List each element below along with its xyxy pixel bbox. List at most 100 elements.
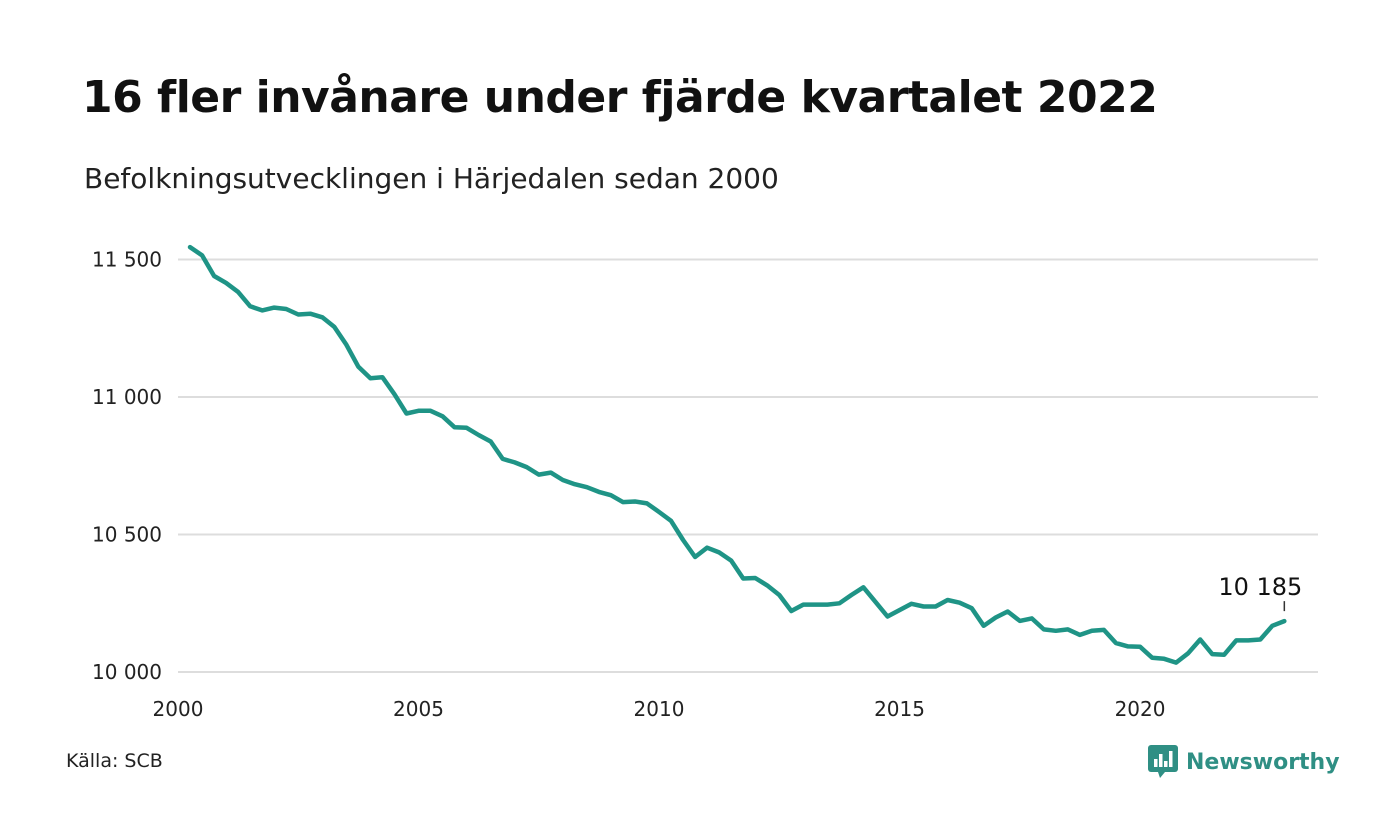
data-point xyxy=(452,425,456,429)
data-point xyxy=(476,433,480,437)
data-point xyxy=(1030,616,1034,620)
data-point xyxy=(404,411,408,415)
y-tick-label: 10 500 xyxy=(92,523,162,547)
data-point xyxy=(1126,644,1130,648)
x-tick-label: 2020 xyxy=(1115,697,1166,721)
data-point xyxy=(1078,633,1082,637)
data-point xyxy=(693,555,697,559)
data-point xyxy=(1018,619,1022,623)
data-point xyxy=(537,472,541,476)
data-point xyxy=(272,305,276,309)
data-point xyxy=(933,604,937,608)
data-point xyxy=(705,546,709,550)
data-point xyxy=(344,343,348,347)
end-value-label: 10 185 xyxy=(1218,573,1302,601)
brand-logo: Newsworthy xyxy=(1148,744,1340,780)
data-point xyxy=(1174,660,1178,664)
data-point xyxy=(573,482,577,486)
data-point xyxy=(861,585,865,589)
line-chart: 10 000 10 500 11 000 11 500 2000 2005 2010 201… xyxy=(92,244,1318,721)
data-point xyxy=(717,550,721,554)
data-point xyxy=(440,414,444,418)
data-point xyxy=(320,315,324,319)
data-point xyxy=(416,409,420,413)
data-point xyxy=(561,478,565,482)
y-tick-label: 10 000 xyxy=(92,660,162,684)
data-point xyxy=(681,538,685,542)
data-point xyxy=(813,602,817,606)
data-point xyxy=(368,376,372,380)
data-point xyxy=(1270,624,1274,628)
data-point xyxy=(909,602,913,606)
data-point xyxy=(1006,609,1010,613)
data-point xyxy=(873,600,877,604)
x-tick-label: 2015 xyxy=(874,697,925,721)
data-point xyxy=(897,608,901,612)
data-point xyxy=(1234,638,1238,642)
chart-subtitle: Befolkningsutvecklingen i Härjedalen sed… xyxy=(84,162,779,195)
data-point xyxy=(212,274,216,278)
data-point xyxy=(1186,651,1190,655)
data-point xyxy=(1090,629,1094,633)
data-point xyxy=(669,519,673,523)
brand-name: Newsworthy xyxy=(1186,749,1340,775)
data-point xyxy=(392,392,396,396)
data-point xyxy=(801,602,805,606)
data-point xyxy=(1102,628,1106,632)
data-point xyxy=(1162,657,1166,661)
data-point xyxy=(1066,627,1070,631)
data-point xyxy=(549,470,553,474)
data-point xyxy=(1210,652,1214,656)
x-axis: 2000 2005 2010 2015 2020 xyxy=(153,697,1166,721)
data-point xyxy=(464,426,468,430)
data-point xyxy=(428,409,432,413)
source-note: Källa: SCB xyxy=(66,750,163,772)
data-point xyxy=(1258,637,1262,641)
data-point xyxy=(248,304,252,308)
data-point xyxy=(609,493,613,497)
data-point xyxy=(1246,638,1250,642)
data-point xyxy=(1198,637,1202,641)
data-point xyxy=(921,604,925,608)
data-point xyxy=(885,614,889,618)
data-point xyxy=(597,490,601,494)
data-point xyxy=(837,601,841,605)
data-point xyxy=(332,325,336,329)
data-point xyxy=(645,501,649,505)
data-point xyxy=(236,290,240,294)
data-point xyxy=(525,465,529,469)
grid-layer xyxy=(178,258,1318,673)
annotation-layer: 10 185 xyxy=(1218,573,1302,612)
data-point xyxy=(994,615,998,619)
data-point xyxy=(789,609,793,613)
data-point xyxy=(969,606,973,610)
data-point xyxy=(741,576,745,580)
data-point xyxy=(1138,645,1142,649)
data-point xyxy=(500,457,504,461)
chart-title: 16 fler invånare under fjärde kvartalet … xyxy=(82,72,1158,123)
data-point xyxy=(621,500,625,504)
series-line xyxy=(187,244,1287,665)
data-point xyxy=(356,365,360,369)
newsworthy-logo-icon xyxy=(1148,745,1178,779)
data-point xyxy=(260,308,264,312)
data-point xyxy=(224,281,228,285)
series-layer xyxy=(187,244,1287,665)
data-point xyxy=(488,439,492,443)
data-point xyxy=(1042,627,1046,631)
data-point xyxy=(188,245,192,249)
x-tick-label: 2010 xyxy=(634,697,685,721)
data-point xyxy=(585,485,589,489)
y-axis: 10 000 10 500 11 000 11 500 xyxy=(92,248,162,685)
data-point xyxy=(633,499,637,503)
data-point xyxy=(513,460,517,464)
data-point xyxy=(753,576,757,580)
x-tick-label: 2000 xyxy=(153,697,204,721)
data-point xyxy=(765,583,769,587)
data-point xyxy=(981,624,985,628)
data-point xyxy=(777,593,781,597)
data-point xyxy=(296,312,300,316)
data-point xyxy=(284,307,288,311)
x-tick-label: 2005 xyxy=(393,697,444,721)
data-point xyxy=(380,375,384,379)
